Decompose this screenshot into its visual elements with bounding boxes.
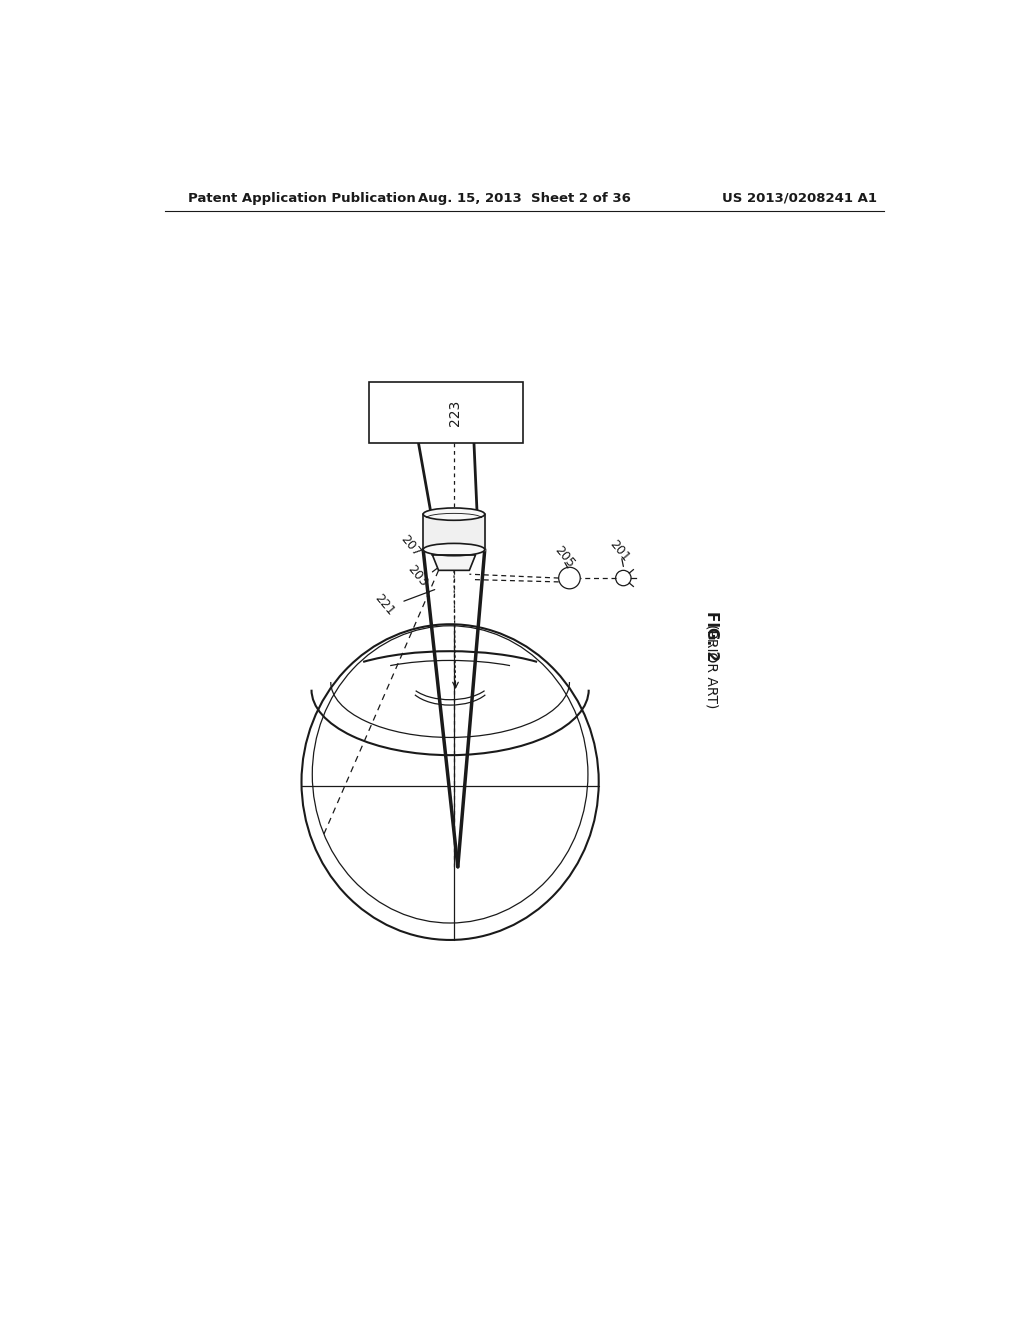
Text: 201: 201 — [607, 537, 632, 565]
Text: Patent Application Publication: Patent Application Publication — [188, 191, 416, 205]
Text: US 2013/0208241 A1: US 2013/0208241 A1 — [722, 191, 877, 205]
Bar — [370, 381, 523, 444]
Text: 207: 207 — [397, 532, 423, 560]
Text: FIG. 2: FIG. 2 — [705, 611, 720, 661]
Polygon shape — [423, 515, 484, 549]
Ellipse shape — [423, 544, 484, 556]
Polygon shape — [432, 554, 475, 570]
Ellipse shape — [423, 508, 484, 520]
Text: 203: 203 — [404, 562, 430, 589]
Text: (PRIOR ART): (PRIOR ART) — [705, 624, 719, 709]
Text: 205: 205 — [552, 543, 578, 570]
Text: 221: 221 — [372, 591, 397, 618]
Text: 223: 223 — [449, 400, 463, 425]
Text: Aug. 15, 2013  Sheet 2 of 36: Aug. 15, 2013 Sheet 2 of 36 — [419, 191, 631, 205]
